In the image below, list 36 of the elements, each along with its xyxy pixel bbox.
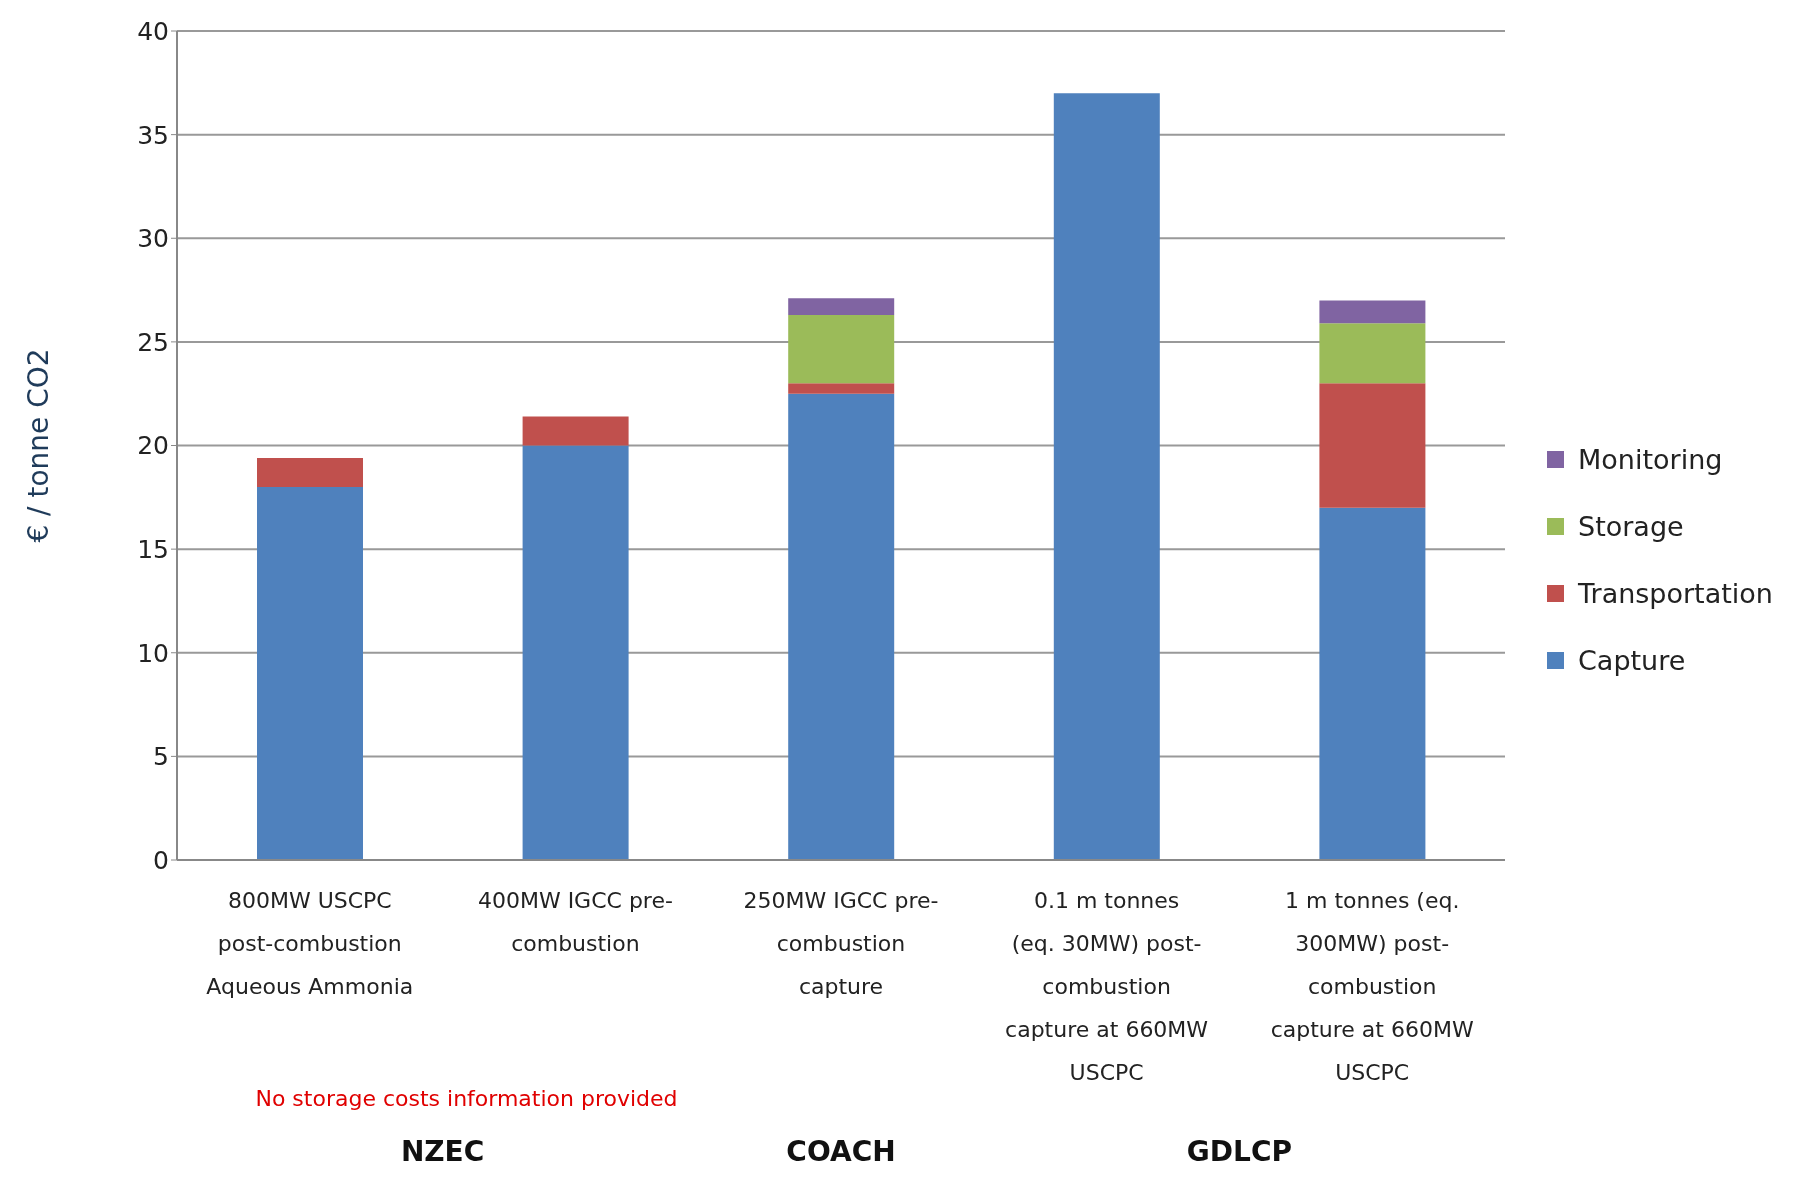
bar — [788, 383, 895, 394]
bar — [1053, 93, 1160, 860]
x-tick-label: 250MW IGCC pre-combustion capture — [743, 888, 939, 999]
bar — [1319, 383, 1426, 508]
bar — [788, 393, 895, 860]
bar — [788, 314, 895, 384]
y-tick-label: 30 — [137, 224, 169, 254]
y-tick-label: 10 — [137, 638, 169, 668]
legend-label: Capture — [1578, 645, 1686, 676]
bar — [788, 298, 895, 315]
y-tick-label: 5 — [153, 742, 169, 772]
text: NZEC — [399, 1135, 486, 1168]
y-axis-title: € / tonne CO2 — [21, 348, 55, 543]
y-tick-label: 40 — [137, 16, 169, 46]
x-tick-label: 800MW USCPC post-combustion Aqueous Ammonia — [206, 888, 414, 999]
text: No storage costs information provided — [254, 1086, 679, 1111]
x-tick-label: 400MW IGCC pre-combustion — [477, 888, 673, 956]
y-tick-label: 20 — [137, 431, 169, 461]
y-tick-label: 25 — [137, 327, 169, 357]
text: COACH — [785, 1135, 897, 1168]
text: GDLCP — [1185, 1135, 1293, 1168]
x-tick-label: 1 m tonnes (eq. 300MW) post-combustion capture at 660MW USCPC — [1270, 888, 1474, 1085]
x-tick-label: 0.1 m tonnes (eq. 30MW) post-combustion capture at 660MW USCPC — [1005, 888, 1209, 1085]
y-tick-label: 0 — [153, 845, 169, 875]
bar — [1319, 507, 1426, 860]
bar — [522, 445, 629, 860]
bar — [1319, 300, 1426, 324]
y-tick-label: 15 — [137, 535, 169, 564]
bar — [522, 416, 629, 446]
legend-label: Monitoring — [1578, 444, 1723, 475]
bar — [257, 457, 363, 487]
legend-label: Transportation — [1578, 578, 1773, 609]
bar — [257, 486, 363, 860]
legend-label: Storage — [1578, 511, 1684, 542]
y-tick-label: 35 — [137, 120, 169, 150]
bar — [1319, 323, 1426, 384]
